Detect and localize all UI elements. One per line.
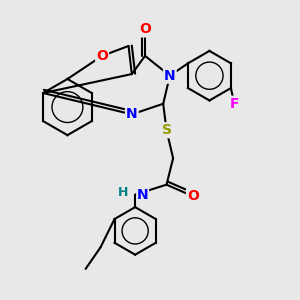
Text: O: O <box>96 49 108 63</box>
Text: N: N <box>164 69 176 83</box>
Text: O: O <box>187 189 199 203</box>
Text: F: F <box>230 97 239 111</box>
Text: O: O <box>139 22 151 37</box>
Text: H: H <box>118 186 128 200</box>
Text: S: S <box>161 123 172 137</box>
Text: N: N <box>137 188 148 202</box>
Text: N: N <box>126 107 138 121</box>
